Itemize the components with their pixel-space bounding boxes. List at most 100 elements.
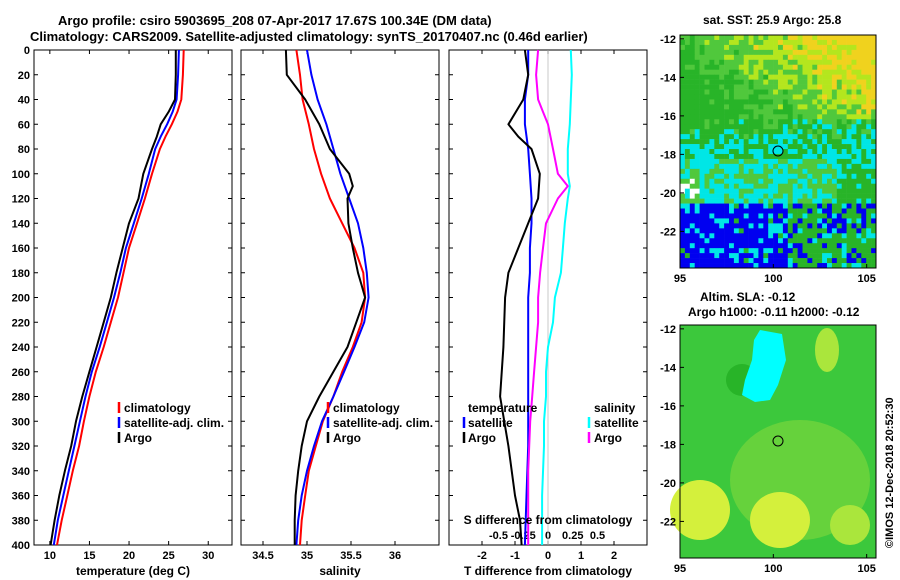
sst-pixel	[856, 263, 862, 269]
sst-pixel	[748, 109, 754, 115]
sst-pixel	[782, 134, 789, 140]
sst-pixel	[689, 223, 695, 229]
sst-pixel	[802, 243, 808, 249]
sst-pixel	[773, 129, 779, 135]
sst-pixel	[822, 218, 828, 224]
sst-pixel	[836, 258, 842, 264]
sst-pixel	[831, 64, 838, 70]
sst-pixel	[748, 168, 754, 175]
sst-pixel	[699, 253, 705, 259]
sst-pixel	[812, 119, 818, 125]
sst-pixel	[851, 173, 857, 180]
sst-pixel	[738, 104, 744, 110]
sst-pixel	[748, 228, 754, 234]
sst-pixel	[743, 74, 749, 80]
sst-pixel	[753, 104, 759, 110]
sst-pixel	[778, 79, 784, 85]
sst-pixel	[827, 49, 833, 56]
sst-pixel	[817, 213, 823, 219]
sst-pixel	[861, 243, 867, 249]
sst-pixel	[861, 238, 867, 244]
sst-pixel	[822, 263, 828, 269]
sst-pixel	[729, 59, 735, 66]
sst-pixel	[753, 233, 759, 239]
sst-pixel	[841, 238, 847, 244]
sst-pixel	[871, 248, 877, 254]
sst-pixel	[768, 198, 774, 204]
sst-pixel	[733, 168, 740, 175]
sst-pixel	[778, 193, 784, 199]
sst-pixel	[871, 218, 877, 224]
sst-pixel	[768, 248, 774, 254]
sst-pixel	[778, 153, 784, 160]
sst-pixel	[758, 153, 764, 160]
sst-pixel	[689, 168, 695, 175]
sst-pixel	[719, 198, 725, 204]
sst-pixel	[758, 104, 764, 110]
sst-pixel	[699, 99, 705, 105]
sst-pixel	[709, 263, 715, 269]
sst-pixel	[861, 74, 867, 80]
sst-pixel	[773, 69, 779, 75]
sst-pixel	[807, 79, 813, 85]
sst-pixel	[861, 134, 867, 140]
sst-pixel	[699, 134, 705, 140]
sst-pixel	[812, 84, 818, 90]
sst-pixel	[768, 168, 774, 175]
sst-pixel	[714, 44, 720, 51]
sst-pixel	[827, 104, 833, 110]
sst-pixel	[831, 223, 838, 229]
sst-pixel	[782, 223, 789, 229]
sst-pixel	[822, 243, 828, 249]
sst-pixel	[743, 203, 749, 209]
sst-pixel	[871, 109, 877, 115]
sst-pixel	[729, 139, 735, 145]
sst-pixel	[822, 139, 828, 145]
sst-pixel	[680, 263, 686, 269]
sst-pixel	[792, 89, 798, 95]
sst-pixel	[782, 233, 789, 239]
sst-pixel	[684, 248, 691, 254]
sst-pixel	[856, 198, 862, 204]
sst-pixel	[748, 99, 754, 105]
sst-pixel	[817, 183, 823, 189]
sst-pixel	[861, 208, 867, 214]
sst-pixel	[822, 134, 828, 140]
sst-pixel	[787, 168, 793, 175]
sst-pixel	[729, 49, 735, 56]
sst-pixel	[841, 59, 847, 66]
sst-pixel	[822, 119, 828, 125]
sst-pixel	[836, 158, 842, 165]
sst-pixel	[724, 114, 730, 120]
sst-pixel	[719, 263, 725, 269]
sst-pixel	[797, 243, 803, 249]
sst-pixel	[851, 114, 857, 120]
sst-pixel	[792, 119, 798, 125]
sst-pixel	[694, 74, 700, 80]
sst-pixel	[729, 104, 735, 110]
sla-field	[670, 328, 870, 548]
sst-pixel	[699, 258, 705, 264]
sst-pixel	[684, 144, 691, 150]
sst-pixel	[699, 248, 705, 254]
sst-pixel	[763, 213, 769, 219]
sst-pixel	[856, 228, 862, 234]
sst-pixel	[753, 228, 759, 234]
sst-pixel	[836, 218, 842, 224]
sst-pixel	[846, 218, 852, 224]
sst-pixel	[709, 124, 715, 130]
sst-pixel	[699, 188, 705, 194]
sst-pixel	[812, 44, 818, 51]
sst-pixel	[724, 99, 730, 105]
sst-pixel	[743, 243, 749, 249]
sst-pixel	[792, 109, 798, 115]
sst-pixel	[866, 49, 872, 56]
sst-pixel	[748, 134, 754, 140]
sst-pixel	[836, 104, 842, 110]
sst-pixel	[694, 178, 700, 185]
sst-pixel	[704, 153, 710, 160]
sst-pixel	[817, 238, 823, 244]
sst-pixel	[822, 163, 828, 170]
sst-pixel	[802, 129, 808, 135]
